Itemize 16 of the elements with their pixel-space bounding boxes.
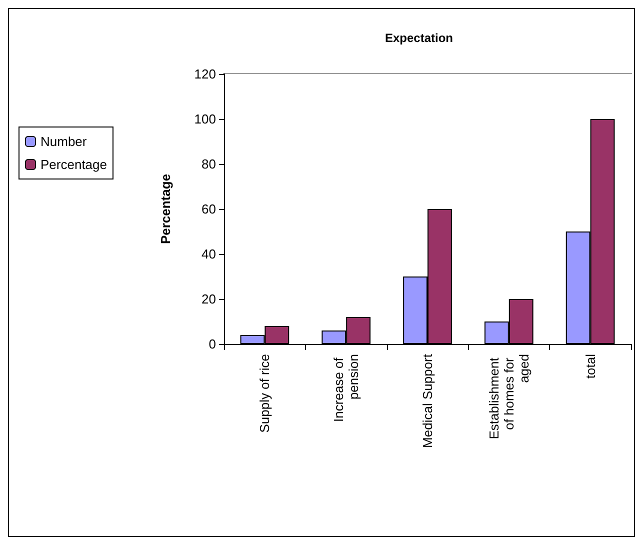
y-tick-label: 40: [202, 246, 216, 262]
y-tick-label: 60: [202, 202, 216, 216]
x-tick-label: Medical Support: [420, 354, 435, 448]
legend-label: Percentage: [40, 157, 107, 172]
y-axis-title: Percentage: [158, 174, 173, 244]
x-tick-label: Establishment of homes for aged: [486, 354, 532, 440]
y-tick-label: 120: [194, 66, 216, 82]
x-tick-label: total: [582, 354, 598, 379]
y-tick-label: 20: [202, 292, 216, 306]
chart-title: Expectation: [384, 31, 454, 45]
y-tick-label: 80: [202, 156, 216, 172]
x-tick-label: Increase of pension: [331, 354, 362, 422]
x-tick-label: Supply of rice: [257, 354, 272, 433]
y-tick-label: 100: [194, 112, 216, 126]
y-tick-label: 0: [208, 336, 216, 352]
legend-label: Number: [40, 134, 88, 149]
